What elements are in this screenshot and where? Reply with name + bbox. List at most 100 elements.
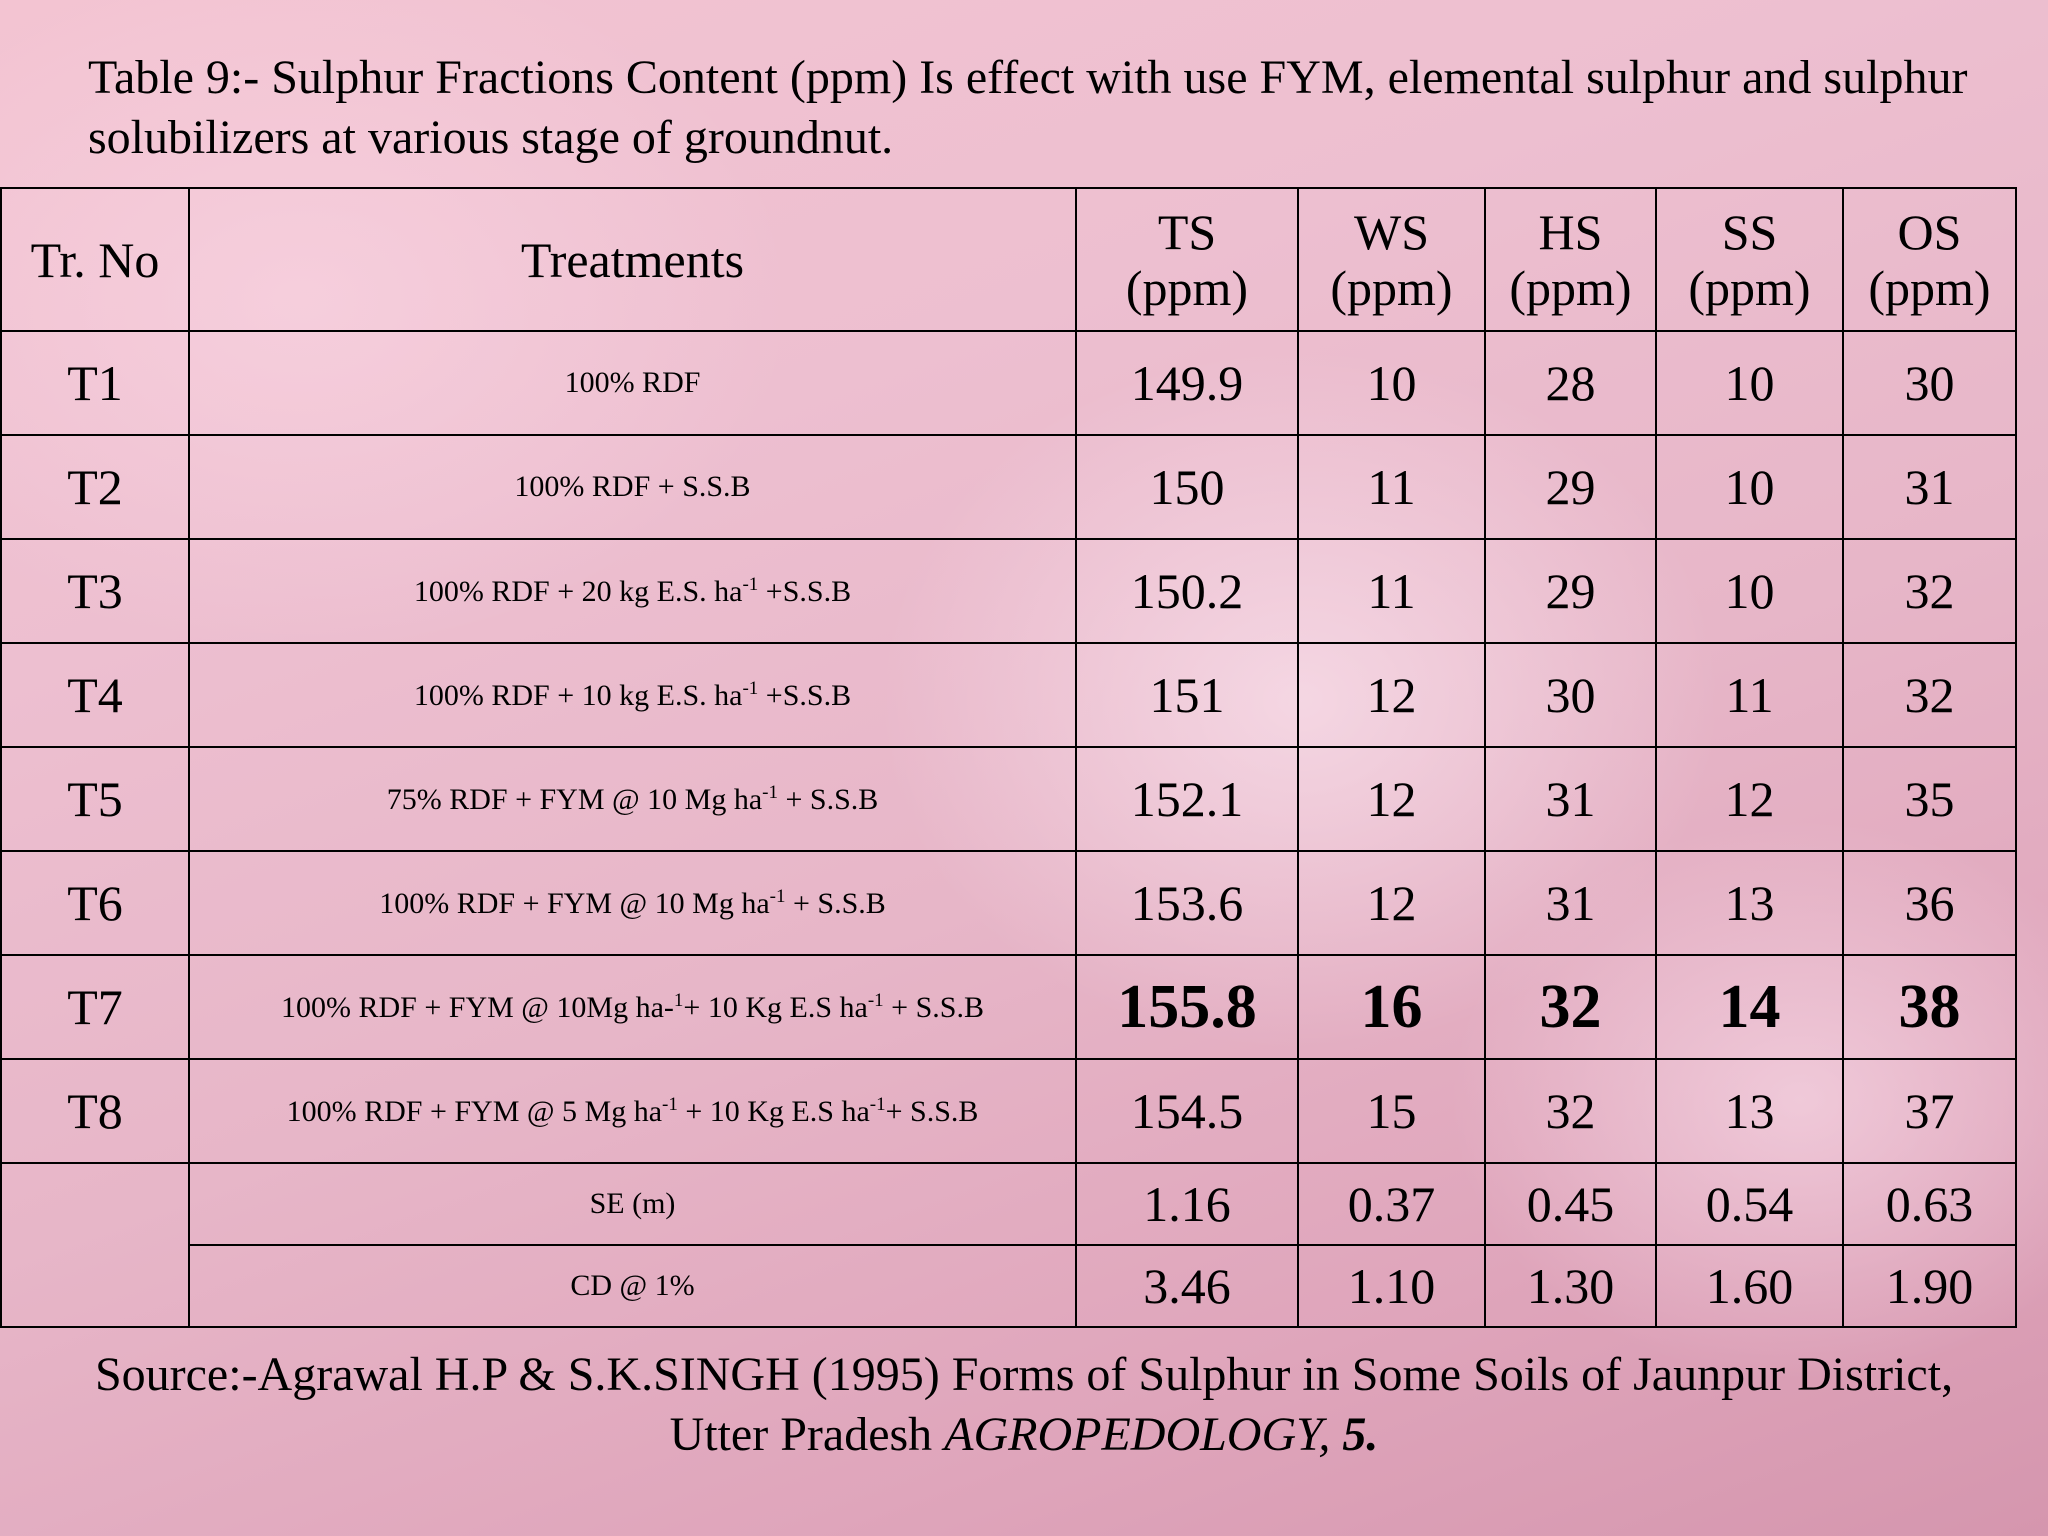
treatment-text: + 10 Kg E.S ha <box>677 1094 870 1128</box>
header-hs-name: HS <box>1538 203 1603 260</box>
hs-value: 1.30 <box>1484 1244 1657 1328</box>
ss-value: 0.54 <box>1655 1162 1844 1246</box>
ws-value: 10 <box>1297 330 1486 436</box>
treatment-description: 100% RDF + FYM @ 10 Mg ha-1 + S.S.B <box>188 850 1077 956</box>
ss-value: 13 <box>1655 1058 1844 1164</box>
treatment-number: T6 <box>0 850 190 956</box>
sulphur-fractions-table: Tr. No Treatments TS (ppm) WS (ppm) HS (ppm… <box>0 187 2017 1328</box>
os-value: 35 <box>1842 746 2017 852</box>
treatment-text: 100% RDF + S.S.B <box>514 470 751 503</box>
hs-value: 30 <box>1484 642 1657 748</box>
treatment-number: T1 <box>0 330 190 436</box>
header-treatments: Treatments <box>188 187 1077 332</box>
treatment-text: 100% RDF + FYM @ 5 Mg ha <box>286 1094 663 1128</box>
ts-value: 153.6 <box>1075 850 1299 956</box>
treatment-description: 100% RDF + 20 kg E.S. ha-1 +S.S.B <box>188 538 1077 644</box>
treatment-description: 100% RDF <box>188 330 1077 436</box>
hs-value: 28 <box>1484 330 1657 436</box>
superscript: -1 <box>769 885 786 907</box>
stat-label: CD @ 1% <box>188 1244 1077 1328</box>
source-volume: 5. <box>1342 1408 1379 1461</box>
ts-value: 149.9 <box>1075 330 1299 436</box>
header-row: Tr. No Treatments TS (ppm) WS (ppm) HS (ppm… <box>0 187 2017 332</box>
source-journal: AGROPEDOLOGY, <box>944 1408 1343 1461</box>
superscript: 1 <box>673 989 684 1011</box>
treatment-number: T8 <box>0 1058 190 1164</box>
header-hs-unit: (ppm) <box>1509 259 1632 316</box>
treatment-text: + S.S.B <box>883 990 984 1024</box>
ss-value: 1.60 <box>1655 1244 1844 1328</box>
ts-value: 154.5 <box>1075 1058 1299 1164</box>
os-value: 30 <box>1842 330 2017 436</box>
source-line-2-prefix: Utter Pradesh <box>669 1408 945 1461</box>
ws-value: 11 <box>1297 434 1486 540</box>
header-os-name: OS <box>1897 203 1962 260</box>
ts-value: 155.8 <box>1075 954 1299 1060</box>
header-ss-name: SS <box>1721 203 1778 260</box>
table-row: T2 100% RDF + S.S.B 150 11 29 10 31 <box>0 434 2017 540</box>
superscript: -1 <box>742 677 759 699</box>
table-row: T1 100% RDF 149.9 10 28 10 30 <box>0 330 2017 436</box>
superscript: -1 <box>869 1093 886 1115</box>
treatment-text: + 10 Kg E.S ha <box>683 990 868 1024</box>
superscript: -1 <box>867 989 884 1011</box>
source-line-1: Source:-Agrawal H.P & S.K.SINGH (1995) F… <box>94 1348 1954 1401</box>
treatment-description: 100% RDF + 10 kg E.S. ha-1 +S.S.B <box>188 642 1077 748</box>
treatment-text: 100% RDF + 20 kg E.S. ha <box>413 574 743 608</box>
treatment-description: 100% RDF + FYM @ 5 Mg ha-1 + 10 Kg E.S h… <box>188 1058 1077 1164</box>
ss-value: 14 <box>1655 954 1844 1060</box>
treatment-text: 100% RDF + 10 kg E.S. ha <box>413 678 743 712</box>
header-ws-name: WS <box>1354 203 1429 260</box>
os-value: 32 <box>1842 642 2017 748</box>
ss-value: 11 <box>1655 642 1844 748</box>
header-ws: WS (ppm) <box>1297 187 1486 332</box>
ws-value: 16 <box>1297 954 1486 1060</box>
superscript: -1 <box>662 1093 678 1115</box>
os-value: 38 <box>1842 954 2017 1060</box>
os-value: 0.63 <box>1842 1162 2017 1246</box>
treatment-text: 100% RDF <box>564 366 701 399</box>
header-ss-unit: (ppm) <box>1688 259 1811 316</box>
os-value: 37 <box>1842 1058 2017 1164</box>
hs-value: 29 <box>1484 434 1657 540</box>
table-row: T4 100% RDF + 10 kg E.S. ha-1 +S.S.B 151… <box>0 642 2017 748</box>
ss-value: 10 <box>1655 330 1844 436</box>
os-value: 31 <box>1842 434 2017 540</box>
stat-row-se: SE (m) 1.16 0.37 0.45 0.54 0.63 <box>0 1162 2017 1328</box>
superscript: -1 <box>762 781 778 803</box>
treatment-description: 75% RDF + FYM @ 10 Mg ha-1 + S.S.B <box>188 746 1077 852</box>
header-os: OS (ppm) <box>1842 187 2017 332</box>
hs-value: 32 <box>1484 1058 1657 1164</box>
ts-value: 150 <box>1075 434 1299 540</box>
ts-value: 151 <box>1075 642 1299 748</box>
ws-value: 11 <box>1297 538 1486 644</box>
treatment-number: T2 <box>0 434 190 540</box>
hs-value: 0.45 <box>1484 1162 1657 1246</box>
table-row: T5 75% RDF + FYM @ 10 Mg ha-1 + S.S.B 15… <box>0 746 2017 852</box>
table-title: Table 9:- Sulphur Fractions Content (ppm… <box>88 51 1968 164</box>
hs-value: 31 <box>1484 850 1657 956</box>
treatment-number: T7 <box>0 954 190 1060</box>
ss-value: 12 <box>1655 746 1844 852</box>
treatment-number: T5 <box>0 746 190 852</box>
treatment-text: 75% RDF + FYM @ 10 Mg ha <box>386 782 763 816</box>
treatment-text: 100% RDF + FYM @ 10 Mg ha <box>379 886 770 920</box>
os-value: 36 <box>1842 850 2017 956</box>
treatment-number: T3 <box>0 538 190 644</box>
treatment-text: + S.S.B <box>777 782 879 816</box>
header-ws-unit: (ppm) <box>1330 259 1453 316</box>
source-citation: Source:-Agrawal H.P & S.K.SINGH (1995) F… <box>0 1345 2048 1465</box>
treatment-description: 100% RDF + FYM @ 10Mg ha-1+ 10 Kg E.S ha… <box>188 954 1077 1060</box>
treatment-description: 100% RDF + S.S.B <box>188 434 1077 540</box>
ws-value: 12 <box>1297 746 1486 852</box>
hs-value: 31 <box>1484 746 1657 852</box>
stat-row-cd: CD @ 1% 3.46 1.10 1.30 1.60 1.90 <box>1 1244 2017 1328</box>
treatment-text: +S.S.B <box>758 678 852 712</box>
hs-value: 29 <box>1484 538 1657 644</box>
ts-value: 1.16 <box>1075 1162 1299 1246</box>
table-row: T3 100% RDF + 20 kg E.S. ha-1 +S.S.B 150… <box>0 538 2017 644</box>
treatment-text: +S.S.B <box>758 574 852 608</box>
treatment-number: T4 <box>0 642 190 748</box>
os-value: 32 <box>1842 538 2017 644</box>
